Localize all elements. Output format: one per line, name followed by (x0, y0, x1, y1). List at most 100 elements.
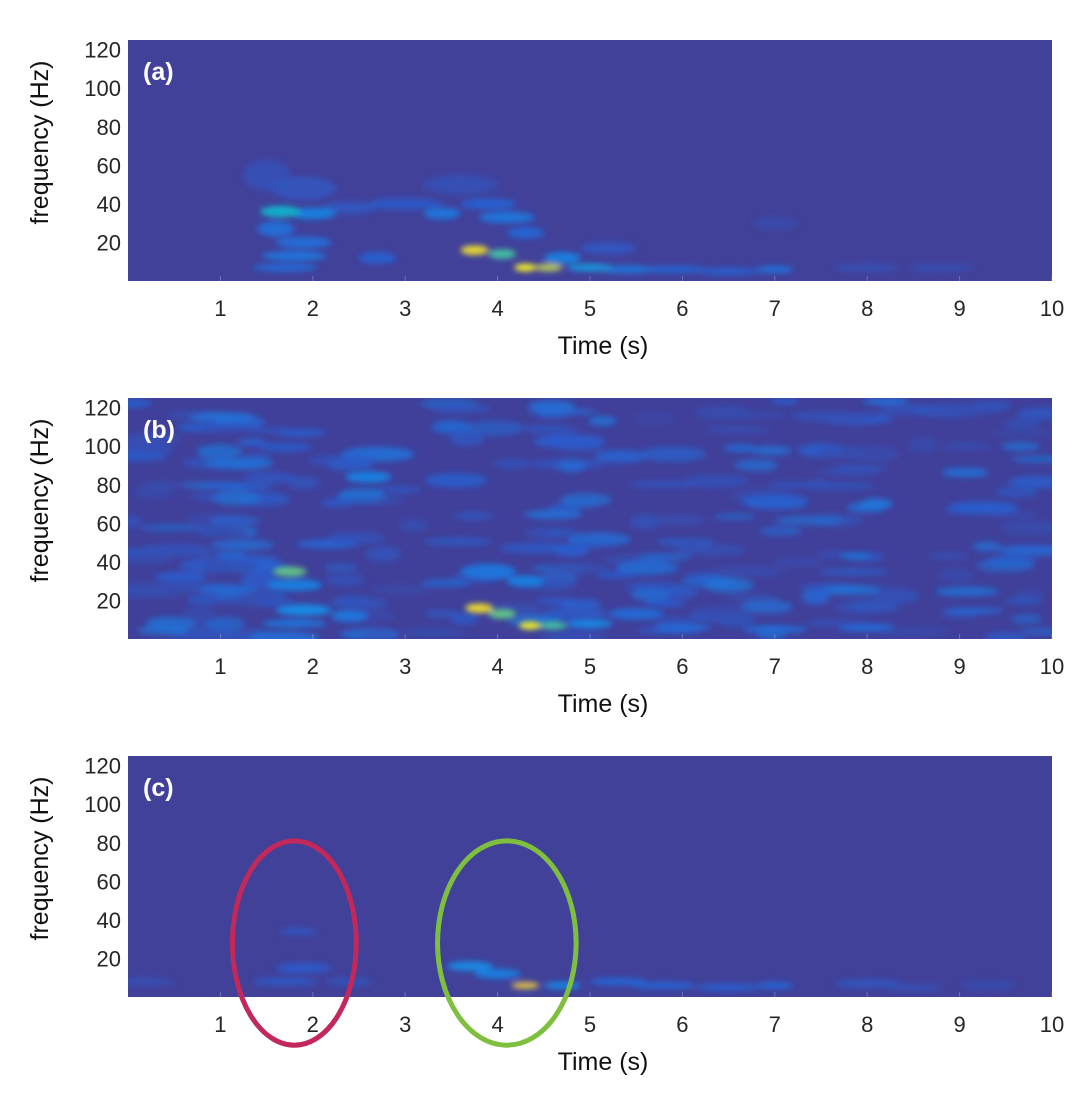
x-tick-label: 10 (1040, 296, 1064, 321)
y-tick-label: 40 (97, 908, 121, 933)
energy-blob (768, 481, 813, 489)
energy-blob (128, 399, 152, 408)
energy-blob (975, 559, 1035, 573)
x-tick-label: 2 (307, 296, 319, 321)
x-tick-label: 8 (861, 296, 873, 321)
energy-blob (847, 502, 887, 513)
y-tick-label: 60 (97, 153, 121, 178)
energy-blob (684, 474, 749, 488)
energy-blob (639, 446, 706, 462)
heatmap-layer (243, 159, 974, 275)
x-axis-label: Time (s) (558, 1048, 649, 1076)
energy-blob (580, 242, 637, 255)
energy-blob (540, 630, 607, 639)
energy-blob (741, 600, 793, 614)
energy-blob (608, 608, 664, 620)
energy-blob (506, 227, 544, 239)
energy-blob (940, 442, 991, 450)
energy-blob (499, 542, 569, 554)
energy-blob (202, 482, 273, 491)
energy-blob (345, 471, 392, 483)
energy-blob (218, 527, 249, 538)
y-axis-label: frequency (Hz) (26, 777, 54, 941)
energy-blob (1000, 520, 1052, 535)
energy-blob (713, 513, 756, 520)
y-tick-label: 120 (84, 38, 121, 63)
energy-blob (772, 556, 824, 567)
energy-blob (834, 979, 900, 988)
energy-blob (465, 603, 493, 613)
energy-blob (544, 528, 579, 538)
energy-blob (506, 575, 544, 587)
energy-blob (479, 211, 535, 224)
energy-blob (703, 577, 754, 593)
energy-blob (322, 201, 378, 214)
energy-blob (196, 444, 243, 459)
energy-blob (252, 263, 318, 272)
y-tick-label: 20 (97, 588, 121, 613)
x-tick-label: 9 (953, 654, 965, 679)
x-tick-label: 10 (1040, 1012, 1064, 1037)
energy-blob (189, 412, 256, 422)
energy-blob (474, 969, 521, 979)
energy-blob (941, 467, 989, 478)
x-tick-label: 1 (214, 1012, 226, 1037)
energy-blob (289, 207, 336, 220)
x-tick-label: 9 (953, 1012, 965, 1037)
energy-blob (211, 539, 274, 551)
energy-blob (908, 263, 974, 272)
y-tick-label: 100 (84, 792, 121, 817)
energy-blob (493, 459, 532, 469)
energy-blob (246, 427, 293, 434)
energy-blob (215, 552, 248, 559)
y-tick-label: 80 (97, 115, 121, 140)
energy-blob (984, 631, 1027, 639)
energy-blob (1017, 406, 1052, 421)
energy-blob (555, 442, 605, 452)
energy-blob (424, 473, 488, 488)
energy-blob (813, 412, 878, 423)
y-axis-label: frequency (Hz) (26, 419, 54, 583)
energy-blob (705, 425, 772, 434)
energy-blob (801, 590, 830, 605)
energy-blob (142, 481, 181, 489)
energy-blob (273, 566, 307, 577)
energy-blob (206, 616, 246, 632)
energy-blob (514, 263, 537, 272)
energy-blob (740, 493, 809, 508)
x-tick-label: 4 (491, 1012, 503, 1037)
x-tick-label: 5 (584, 1012, 596, 1037)
energy-blob (528, 425, 579, 436)
energy-blob (819, 568, 890, 576)
energy-blob (879, 403, 930, 416)
x-tick-label: 5 (584, 296, 596, 321)
energy-blob (1010, 456, 1052, 463)
energy-blob (202, 559, 259, 574)
energy-blob (543, 981, 581, 989)
energy-blob (822, 584, 881, 596)
energy-blob (209, 515, 261, 527)
energy-blob (430, 403, 491, 414)
energy-blob (1011, 614, 1043, 624)
energy-blob (644, 599, 685, 608)
x-tick-label: 1 (214, 296, 226, 321)
energy-blob (547, 503, 580, 517)
energy-blob (972, 541, 1001, 552)
energy-blob (370, 485, 421, 494)
panel-label: (a) (143, 58, 174, 86)
energy-blob (423, 174, 498, 195)
panel-label: (c) (143, 774, 174, 802)
energy-blob (543, 606, 608, 622)
y-tick-label: 40 (97, 192, 121, 217)
energy-blob (450, 612, 479, 625)
energy-blob (261, 619, 327, 628)
energy-blob (326, 532, 385, 544)
energy-blob (654, 623, 711, 632)
energy-blob (935, 586, 999, 597)
energy-blob (326, 457, 373, 472)
energy-blob (742, 625, 808, 634)
energy-blob (424, 610, 461, 617)
energy-blob (929, 552, 969, 560)
energy-blob (615, 560, 678, 575)
energy-blob (145, 616, 196, 630)
